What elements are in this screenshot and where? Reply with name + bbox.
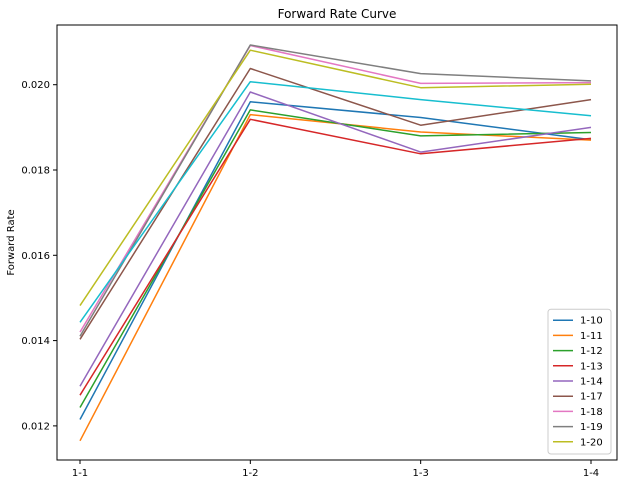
series-line-1-10 xyxy=(79,101,592,420)
legend-box xyxy=(547,308,612,455)
legend-label: 1-13 xyxy=(580,361,603,372)
series-line-1-12 xyxy=(79,109,592,408)
series-line-1-17 xyxy=(79,67,592,340)
series-line-1-13 xyxy=(79,118,592,396)
y-tick-label: 0.016 xyxy=(21,251,50,262)
y-tick-label: 0.012 xyxy=(21,421,50,432)
legend-label: 1-18 xyxy=(580,407,603,418)
legend-label: 1-17 xyxy=(580,392,603,403)
legend-label: 1-14 xyxy=(580,377,603,388)
plot-frame xyxy=(56,24,618,461)
x-tick-label: 1-4 xyxy=(583,468,599,479)
legend-label: 1-20 xyxy=(580,437,603,448)
series-lines xyxy=(79,44,592,442)
x-tick-label: 1-2 xyxy=(242,468,258,479)
y-axis-label: Forward Rate xyxy=(6,209,17,275)
series-line-unlabeled-9 xyxy=(79,80,592,323)
x-tick-label: 1-3 xyxy=(412,468,428,479)
legend-label: 1-10 xyxy=(580,316,603,327)
y-tick-label: 0.018 xyxy=(21,166,50,177)
x-tick-label: 1-1 xyxy=(72,468,88,479)
series-line-1-20 xyxy=(79,49,592,307)
legend-label: 1-11 xyxy=(580,331,603,342)
y-axis-ticks: 0.012 0.014 0.016 0.018 0.020 xyxy=(21,80,57,432)
series-line-1-18 xyxy=(79,44,592,333)
x-axis-ticks: 1-1 1-2 1-3 1-4 xyxy=(72,460,599,479)
series-line-1-19 xyxy=(79,44,592,337)
y-tick-label: 0.020 xyxy=(21,80,50,91)
legend: 1-10 1-11 1-12 1-13 1-14 1-17 1-18 1-19 1-20 xyxy=(547,308,612,455)
chart-title: Forward Rate Curve xyxy=(278,7,397,21)
series-line-1-14 xyxy=(79,91,592,387)
legend-label: 1-12 xyxy=(580,346,603,357)
y-tick-label: 0.014 xyxy=(21,336,50,347)
legend-label: 1-19 xyxy=(580,422,603,433)
